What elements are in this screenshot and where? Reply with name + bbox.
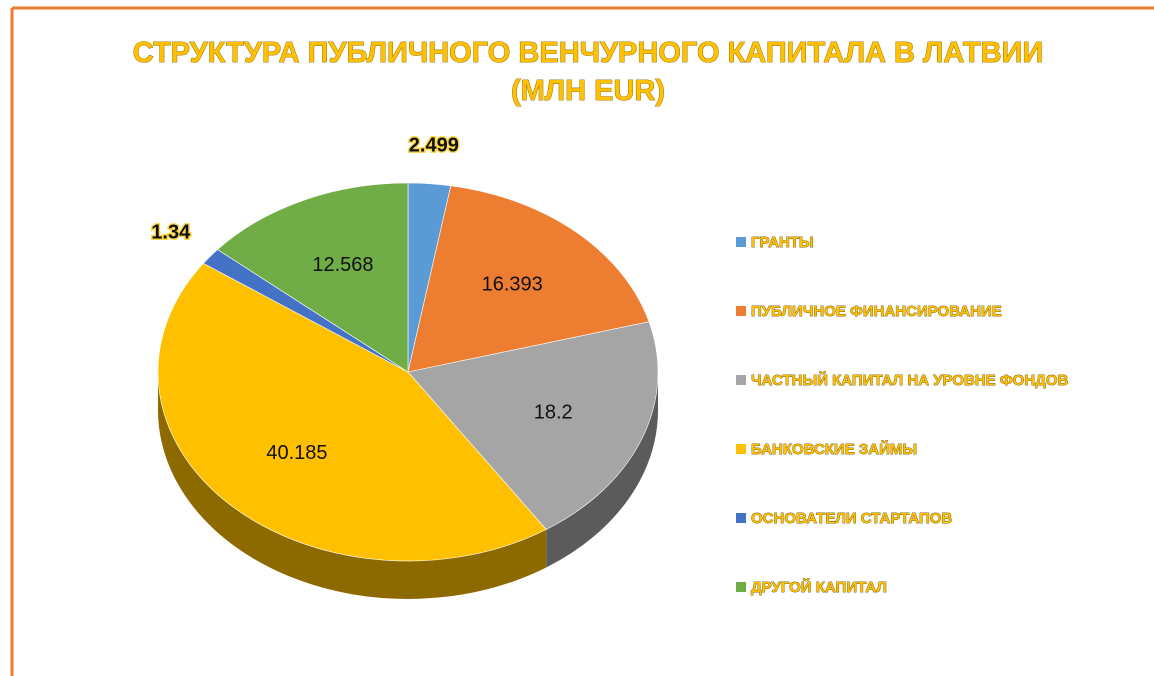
chart-title: СТРУКТУРА ПУБЛИЧНОГО ВЕНЧУРНОГО КАПИТАЛА… (133, 37, 1043, 69)
data-label: 18.2 (534, 401, 573, 423)
chart-title: (МЛН EUR) (511, 75, 665, 107)
legend-label: ГРАНТЫ (751, 234, 814, 251)
legend-label: ЧАСТНЫЙ КАПИТАЛ НА УРОВНЕ ФОНДОВ (751, 371, 1068, 389)
slice (407, 185, 650, 373)
data-label: 16.393 (482, 274, 543, 296)
legend-swatch (736, 582, 746, 592)
slice (157, 262, 547, 562)
data-label: 2.499 (409, 134, 459, 156)
legend: ГРАНТЫ ПУБЛИЧНОЕ ФИНАНСИРОВАНИЕ ЧАСТНЫЙ КА… (736, 234, 1069, 596)
legend-label: ПУБЛИЧНОЕ ФИНАНСИРОВАНИЕ (751, 303, 1002, 320)
slice-side (158, 372, 547, 599)
legend-label: ДРУГОЙ КАПИТАЛ (751, 578, 887, 596)
slice-side (546, 372, 658, 568)
slice (217, 182, 409, 373)
legend-label: ОСНОВАТЕЛИ СТАРТАПОВ (751, 510, 952, 527)
legend-swatch (736, 513, 746, 523)
legend-swatch (736, 375, 746, 385)
legend-swatch (736, 306, 746, 316)
pie: 2.499 16.393 18.2 40.185 1.34 12.568 (150, 133, 659, 599)
legend-swatch (736, 237, 746, 247)
legend-label: БАНКОВСКИЕ ЗАЙМЫ (751, 440, 917, 458)
data-label: 12.568 (312, 254, 373, 276)
data-label: 1.34 (151, 221, 191, 243)
data-label: 40.185 (266, 442, 327, 464)
legend-swatch (736, 444, 746, 454)
slice (407, 321, 659, 530)
